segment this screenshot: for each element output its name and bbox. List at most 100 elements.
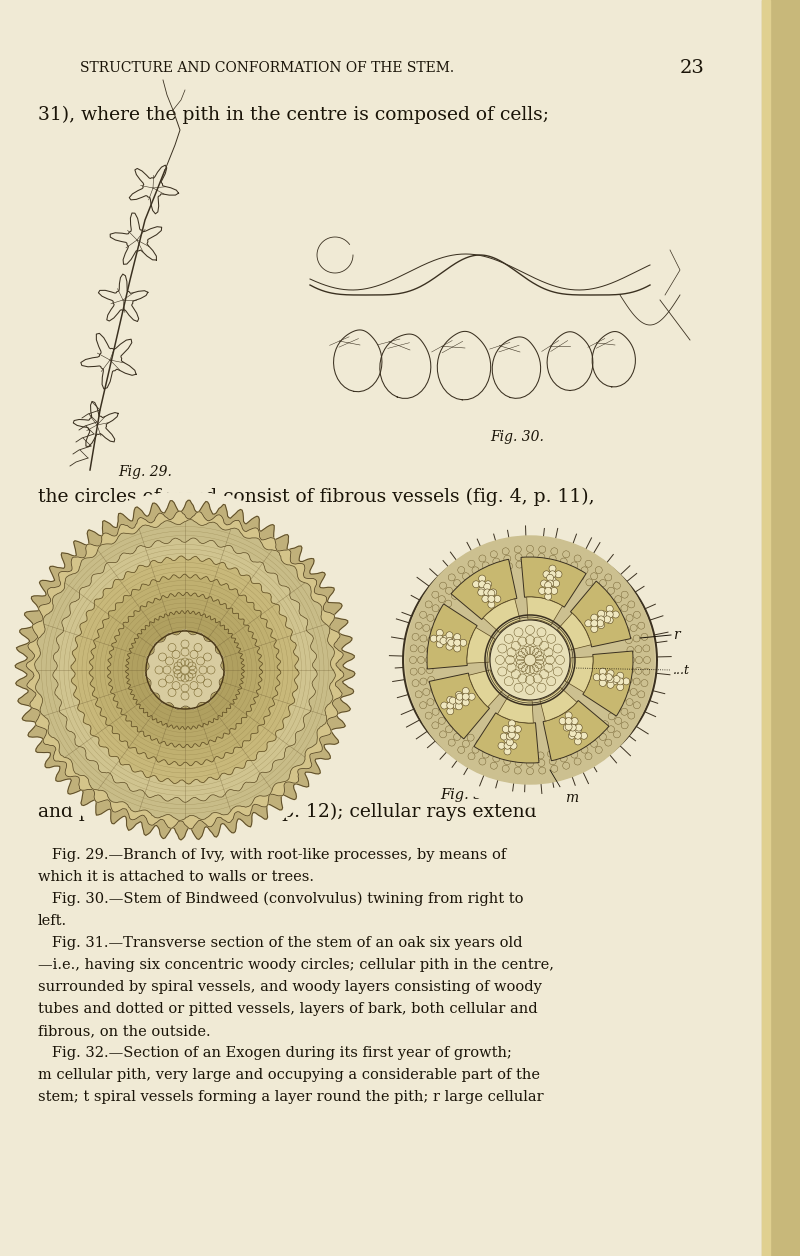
Circle shape: [446, 632, 453, 639]
Text: Fig. 32.: Fig. 32.: [440, 788, 497, 803]
Circle shape: [441, 702, 448, 708]
Circle shape: [600, 610, 607, 618]
Wedge shape: [430, 673, 490, 739]
Circle shape: [570, 725, 576, 731]
Polygon shape: [53, 538, 318, 803]
Text: tubes and dotted or pitted vessels, layers of bark, both cellular and: tubes and dotted or pitted vessels, laye…: [38, 1002, 538, 1016]
Wedge shape: [583, 651, 633, 716]
Wedge shape: [540, 687, 577, 721]
Circle shape: [484, 589, 490, 595]
Circle shape: [598, 615, 605, 623]
Circle shape: [510, 742, 517, 750]
Circle shape: [446, 707, 454, 715]
Polygon shape: [26, 511, 344, 829]
Polygon shape: [89, 574, 281, 766]
Circle shape: [594, 673, 600, 681]
Circle shape: [549, 570, 556, 578]
Circle shape: [606, 673, 612, 681]
Circle shape: [574, 732, 582, 740]
Circle shape: [508, 726, 515, 732]
Circle shape: [454, 633, 461, 641]
Text: left.: left.: [38, 914, 67, 928]
Circle shape: [7, 492, 363, 848]
Text: and pitted vessels (fig. 5, p. 12); cellular rays extend: and pitted vessels (fig. 5, p. 12); cell…: [38, 803, 537, 821]
Circle shape: [456, 693, 463, 700]
Circle shape: [622, 678, 630, 685]
Circle shape: [570, 718, 576, 726]
Wedge shape: [469, 669, 502, 707]
Circle shape: [607, 681, 614, 688]
Circle shape: [506, 734, 514, 740]
Circle shape: [570, 730, 576, 737]
Circle shape: [442, 636, 450, 642]
Text: ...t: ...t: [673, 663, 690, 677]
Circle shape: [446, 638, 453, 644]
Circle shape: [455, 703, 462, 710]
Wedge shape: [543, 701, 609, 761]
Circle shape: [478, 580, 486, 588]
Circle shape: [612, 610, 619, 618]
Circle shape: [484, 583, 490, 590]
Circle shape: [592, 615, 598, 623]
Circle shape: [436, 636, 443, 642]
Wedge shape: [570, 582, 630, 647]
Circle shape: [545, 588, 552, 594]
Text: Fig. 31.: Fig. 31.: [138, 788, 194, 803]
Circle shape: [473, 580, 480, 588]
Circle shape: [545, 582, 552, 589]
Text: Fig. 29.—Branch of Ivy, with root-like processes, by means of: Fig. 29.—Branch of Ivy, with root-like p…: [38, 848, 506, 862]
Circle shape: [617, 683, 624, 691]
Text: m: m: [565, 791, 578, 805]
Circle shape: [460, 639, 466, 647]
Wedge shape: [483, 599, 520, 633]
Circle shape: [452, 638, 459, 644]
Circle shape: [574, 726, 582, 734]
Circle shape: [549, 577, 556, 584]
Circle shape: [568, 732, 575, 740]
Circle shape: [488, 595, 495, 603]
Wedge shape: [498, 695, 534, 723]
Circle shape: [406, 536, 654, 784]
Circle shape: [617, 678, 624, 685]
Circle shape: [478, 587, 486, 594]
Circle shape: [559, 717, 566, 725]
Polygon shape: [126, 610, 245, 730]
Text: m cellular pith, very large and occupying a considerable part of the: m cellular pith, very large and occupyin…: [38, 1068, 540, 1081]
Circle shape: [541, 580, 547, 587]
Circle shape: [494, 595, 501, 603]
Text: surrounded by spiral vessels, and woody layers consisting of woody: surrounded by spiral vessels, and woody …: [38, 980, 542, 993]
Circle shape: [545, 593, 552, 600]
Circle shape: [550, 588, 558, 594]
Circle shape: [482, 595, 489, 603]
Circle shape: [455, 691, 462, 698]
Circle shape: [488, 602, 495, 608]
Wedge shape: [427, 604, 477, 669]
Circle shape: [485, 580, 492, 588]
Circle shape: [580, 732, 587, 740]
Text: 23: 23: [680, 59, 705, 77]
Wedge shape: [521, 556, 586, 607]
Circle shape: [613, 676, 620, 682]
Circle shape: [508, 720, 515, 727]
Text: Fig. 30.: Fig. 30.: [490, 430, 544, 445]
Circle shape: [565, 717, 572, 725]
Text: which it is attached to walls or trees.: which it is attached to walls or trees.: [38, 870, 314, 884]
Circle shape: [599, 668, 606, 674]
Circle shape: [599, 673, 606, 681]
Circle shape: [504, 736, 511, 744]
Circle shape: [506, 739, 514, 746]
Polygon shape: [34, 520, 335, 820]
Circle shape: [598, 622, 605, 628]
Circle shape: [454, 646, 461, 652]
Text: fibrous, on the outside.: fibrous, on the outside.: [38, 1024, 210, 1037]
Bar: [762, 0, 770, 1256]
Circle shape: [490, 589, 497, 595]
Text: stem; t spiral vessels forming a layer round the pith; r large cellular: stem; t spiral vessels forming a layer r…: [38, 1090, 544, 1104]
Circle shape: [468, 693, 475, 700]
Polygon shape: [403, 539, 657, 781]
Text: Fig. 29.: Fig. 29.: [118, 465, 172, 479]
Circle shape: [607, 676, 614, 682]
Circle shape: [436, 641, 443, 648]
Text: 31), where the pith in the centre is composed of cells;: 31), where the pith in the centre is com…: [38, 106, 549, 124]
Circle shape: [599, 679, 606, 687]
